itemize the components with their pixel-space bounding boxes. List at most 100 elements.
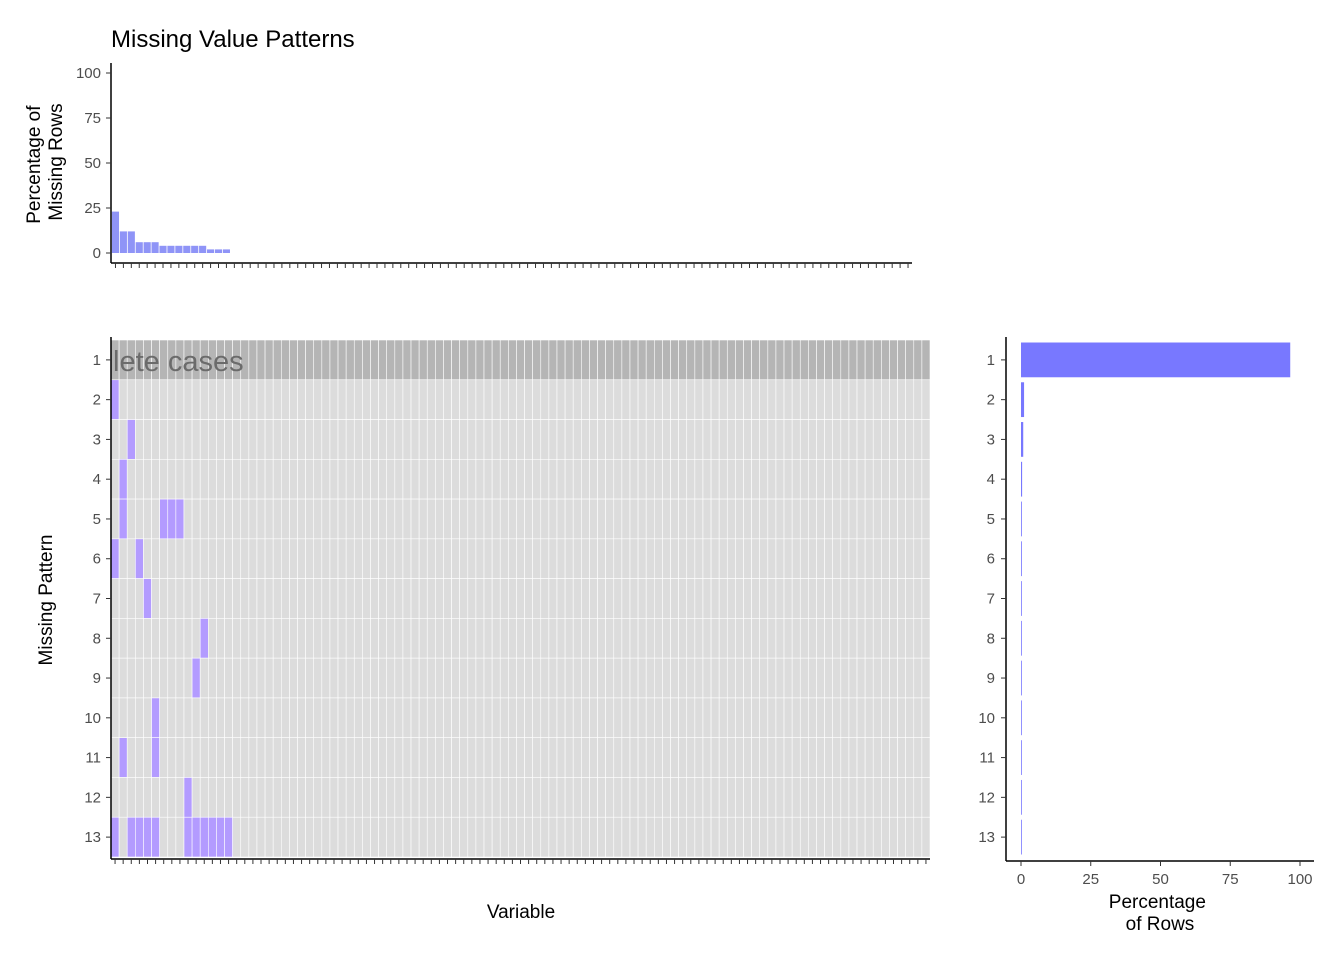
top-bar — [135, 242, 143, 253]
heatmap-tile — [248, 379, 258, 420]
heatmap-tile — [775, 538, 785, 579]
heatmap-tile — [353, 419, 363, 460]
heatmap-tile — [621, 339, 631, 381]
heatmap-tile — [345, 816, 355, 858]
heatmap-tile — [564, 578, 574, 619]
heatmap-tile — [905, 578, 915, 619]
heatmap-tile — [572, 777, 582, 818]
heatmap-tile — [702, 339, 712, 381]
heatmap-tile — [710, 538, 720, 579]
heatmap-tile — [548, 339, 558, 381]
heatmap-tile — [597, 538, 606, 579]
heatmap-tile — [337, 697, 347, 738]
heatmap-tile — [467, 538, 477, 579]
heatmap-tile — [759, 697, 769, 738]
heatmap-tile — [897, 419, 906, 460]
heatmap-tile — [662, 538, 671, 579]
heatmap-tile — [540, 816, 550, 858]
heatmap-tile — [637, 777, 647, 818]
heatmap-tile — [767, 538, 777, 579]
heatmap-tile — [613, 697, 623, 738]
heatmap-tile — [459, 697, 469, 738]
heatmap-tile — [921, 339, 931, 381]
heatmap-tile — [751, 816, 761, 858]
heatmap-tile — [548, 657, 558, 699]
heatmap-tile — [832, 538, 842, 579]
heatmap-tile — [905, 737, 915, 778]
heatmap-tile — [183, 578, 193, 619]
heatmap-tile — [443, 578, 452, 619]
right-bar — [1021, 581, 1022, 616]
heatmap-tile — [889, 379, 898, 420]
heatmap-tile — [297, 777, 306, 818]
heatmap-tile — [151, 578, 160, 619]
heatmap-tile — [686, 777, 696, 818]
heatmap-tile — [540, 538, 550, 579]
heatmap-tile — [483, 498, 493, 540]
heatmap-tile — [621, 578, 631, 619]
heatmap-tile — [556, 697, 566, 738]
heatmap-tile — [126, 459, 136, 500]
heatmap-tile — [216, 538, 225, 579]
heatmap-tile — [645, 498, 655, 540]
heatmap-tile — [921, 657, 931, 699]
heatmap-tile — [783, 459, 793, 500]
heatmap-tile — [881, 419, 890, 460]
right-x-tick-label: 75 — [1222, 871, 1239, 888]
heatmap-tile — [710, 419, 720, 460]
heatmap-tile — [475, 578, 485, 619]
right-x-tick-label: 25 — [1082, 871, 1099, 888]
heatmap-tile — [905, 777, 915, 818]
heatmap-tile — [313, 379, 323, 420]
heatmap-tile — [426, 816, 436, 858]
heatmap-tile — [167, 657, 177, 699]
heatmap-tile — [135, 419, 144, 460]
heatmap-tile — [629, 578, 639, 619]
heatmap-tile — [499, 777, 509, 818]
heatmap-tile — [694, 498, 704, 540]
heatmap-tile — [637, 419, 647, 460]
heatmap-tile — [856, 459, 866, 500]
heatmap-tile — [199, 419, 209, 460]
heatmap-tile — [702, 538, 712, 579]
heatmap-tile — [126, 777, 136, 818]
heatmap-tile — [224, 816, 233, 858]
heatmap-tile — [143, 697, 152, 738]
heatmap-tile — [175, 737, 185, 778]
heatmap-tile — [589, 339, 598, 381]
heatmap-tile — [240, 737, 250, 778]
heatmap-tile — [540, 777, 550, 818]
heatmap-tile — [151, 777, 160, 818]
heatmap-tile — [370, 737, 379, 778]
heatmap-tile — [613, 459, 623, 500]
heatmap-tile — [726, 657, 736, 699]
heatmap-tile — [897, 459, 906, 500]
heatmap-tile — [321, 339, 331, 381]
heatmap-tile — [710, 816, 720, 858]
heatmap-tile — [678, 657, 688, 699]
heatmap-tile — [832, 618, 842, 659]
heatmap-tile — [848, 379, 858, 420]
heatmap-tile — [208, 777, 217, 818]
heatmap-tile — [224, 379, 233, 420]
heatmap-tile — [532, 419, 542, 460]
heatmap-tile — [362, 538, 371, 579]
heatmap-tile — [135, 816, 144, 858]
heatmap-tile — [159, 379, 169, 420]
heatmap-tile — [613, 777, 623, 818]
heatmap-tile — [435, 578, 444, 619]
heatmap-tile — [475, 419, 485, 460]
heatmap-tile — [256, 379, 266, 420]
top-y-axis-title: Percentage of Missing Rows — [24, 100, 67, 224]
heatmap-tile — [167, 578, 177, 619]
heatmap-tile — [426, 618, 436, 659]
heatmap-tile — [556, 578, 566, 619]
heatmap-tile — [370, 618, 379, 659]
heatmap-tile — [621, 737, 631, 778]
heatmap-tile — [629, 379, 639, 420]
heatmap-tile — [321, 538, 331, 579]
heatmap-tile — [556, 459, 566, 500]
heatmap-tile — [621, 379, 631, 420]
heatmap-tile — [410, 538, 420, 579]
heatmap-tile — [799, 538, 809, 579]
